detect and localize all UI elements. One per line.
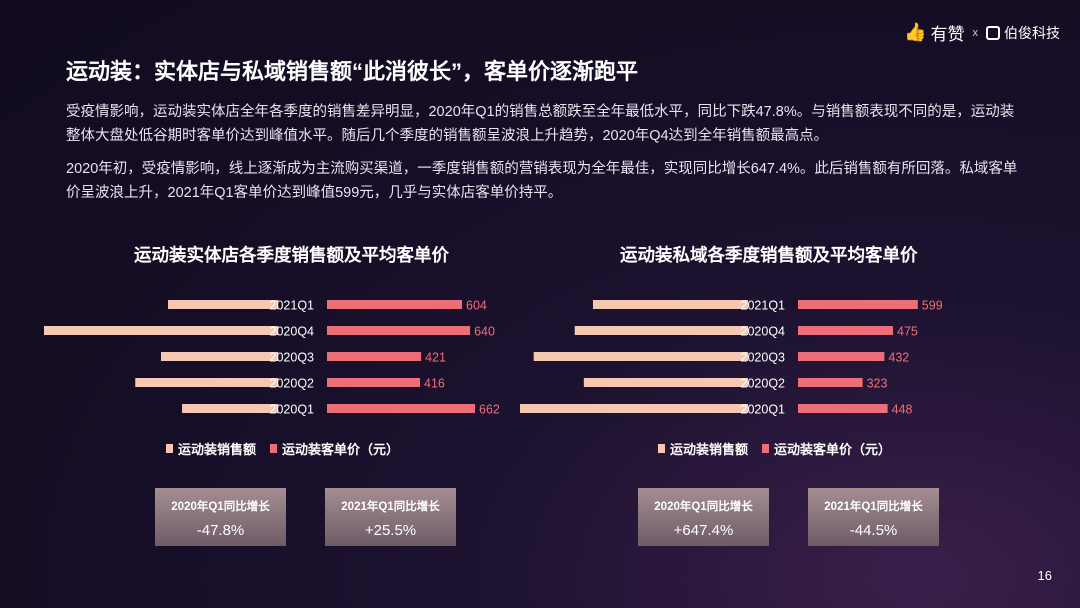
price-bar-2020Q3 xyxy=(798,352,885,361)
price-value-label: 599 xyxy=(922,299,943,313)
legend-item-sales: 运动装销售额 xyxy=(658,439,748,458)
legend-item-sales: 运动装销售额 xyxy=(166,439,256,458)
paragraph-1: 受疫情影响，运动装实体店全年各季度的销售差异明显，2020年Q1的销售总额跌至全… xyxy=(66,104,1015,144)
bojun-logo-icon xyxy=(986,25,1000,40)
price-bar-2020Q2 xyxy=(327,378,421,387)
category-label: 2020Q1 xyxy=(741,403,786,417)
sales-bar-2020Q1 xyxy=(182,404,278,413)
price-bar-2021Q1 xyxy=(327,300,463,309)
chart-2-title: 运动装私域各季度销售额及平均客单价 xyxy=(620,245,918,265)
price-value-label: 421 xyxy=(425,351,446,365)
category-label: 2020Q3 xyxy=(741,351,786,365)
chart-2-legend: 运动装销售额 运动装客单价（元） xyxy=(658,439,905,458)
price-bar-2020Q1 xyxy=(327,404,475,413)
sales-bar-2020Q3 xyxy=(161,352,278,361)
sales-bar-2020Q1 xyxy=(520,404,748,413)
card-label: 2020年Q1同比增长 xyxy=(171,501,270,513)
brand-logos: 👍 有赞 x 伯俊科技 xyxy=(904,20,1060,45)
card-value: -44.5% xyxy=(849,522,898,539)
sales-bar-2020Q2 xyxy=(135,378,278,387)
price-bar-2020Q4 xyxy=(798,326,893,335)
price-value-label: 323 xyxy=(867,377,888,391)
chart-2-card-1: 2020年Q1同比增长 +647.4% xyxy=(638,488,769,546)
category-label: 2020Q1 xyxy=(270,403,315,417)
legend-label-sales: 运动装销售额 xyxy=(178,442,257,457)
category-label: 2020Q2 xyxy=(741,377,786,391)
sales-bar-2021Q1 xyxy=(592,300,748,309)
legend-label-price: 运动装客单价（元） xyxy=(774,442,892,457)
price-value-label: 416 xyxy=(424,377,445,391)
legend-item-price: 运动装客单价（元） xyxy=(270,439,399,458)
chart-1-card-2: 2021年Q1同比增长 +25.5% xyxy=(325,488,456,546)
page-number: 16 xyxy=(1037,568,1052,583)
price-value-label: 448 xyxy=(892,403,913,417)
sales-bar-2020Q3 xyxy=(533,352,748,361)
sales-bar-2020Q4 xyxy=(574,326,748,335)
price-value-label: 475 xyxy=(897,325,918,339)
legend-swatch-sales xyxy=(166,444,173,453)
chart-2-svg: 2021Q1 599 2020Q4 475 2020Q3 432 2020Q2 323 2020… xyxy=(520,299,943,417)
legend-swatch-price xyxy=(762,444,770,453)
legend-label-sales: 运动装销售额 xyxy=(670,442,749,457)
card-label: 2021年Q1同比增长 xyxy=(341,501,440,513)
brand-youzan: 有赞 xyxy=(930,25,965,44)
price-value-label: 640 xyxy=(474,325,495,339)
legend-swatch-sales xyxy=(658,444,665,453)
chart-1-legend: 运动装销售额 运动装客单价（元） xyxy=(166,439,413,458)
sales-bar-2021Q1 xyxy=(168,300,278,309)
price-value-label: 432 xyxy=(888,351,909,365)
chart-1-svg: 2021Q1 604 2020Q4 640 2020Q3 421 2020Q2 416 2020… xyxy=(44,299,500,417)
brand-bojun: 伯俊科技 xyxy=(1004,24,1060,41)
category-label: 2021Q1 xyxy=(741,299,786,313)
price-bar-2020Q4 xyxy=(327,326,471,335)
card-value: +647.4% xyxy=(673,522,734,539)
sales-bar-2020Q2 xyxy=(583,378,748,387)
legend-item-price: 运动装客单价（元） xyxy=(762,439,891,458)
chart-1-title: 运动装实体店各季度销售额及平均客单价 xyxy=(134,245,449,265)
price-bar-2020Q2 xyxy=(798,378,863,387)
category-label: 2020Q2 xyxy=(270,377,315,391)
category-label: 2021Q1 xyxy=(270,299,315,313)
category-label: 2020Q4 xyxy=(741,325,786,339)
category-label: 2020Q4 xyxy=(270,325,315,339)
card-label: 2020年Q1同比增长 xyxy=(654,501,753,513)
thumbs-up-icon: 👍 xyxy=(904,22,927,42)
legend-label-price: 运动装客单价（元） xyxy=(282,442,400,457)
card-value: -47.8% xyxy=(196,522,245,539)
chart-1-card-1: 2020年Q1同比增长 -47.8% xyxy=(155,488,286,546)
price-bar-2020Q3 xyxy=(327,352,422,361)
chart-2-card-2: 2021年Q1同比增长 -44.5% xyxy=(808,488,939,546)
category-label: 2020Q3 xyxy=(270,351,315,365)
sales-bar-2020Q4 xyxy=(44,326,278,335)
card-value: +25.5% xyxy=(364,522,417,539)
paragraph-2: 2020年初，受疫情影响，线上逐渐成为主流购买渠道，一季度销售额的营销表现为全年… xyxy=(66,161,1018,201)
price-bar-2021Q1 xyxy=(798,300,918,309)
card-label: 2021年Q1同比增长 xyxy=(824,501,923,513)
price-value-label: 662 xyxy=(479,403,500,417)
price-bar-2020Q1 xyxy=(798,404,888,413)
legend-swatch-price xyxy=(270,444,278,453)
price-value-label: 604 xyxy=(466,299,487,313)
page-title: 运动装：实体店与私域销售额“此消彼长”，客单价逐渐跑平 xyxy=(66,59,639,84)
brand-separator: x xyxy=(972,26,979,39)
